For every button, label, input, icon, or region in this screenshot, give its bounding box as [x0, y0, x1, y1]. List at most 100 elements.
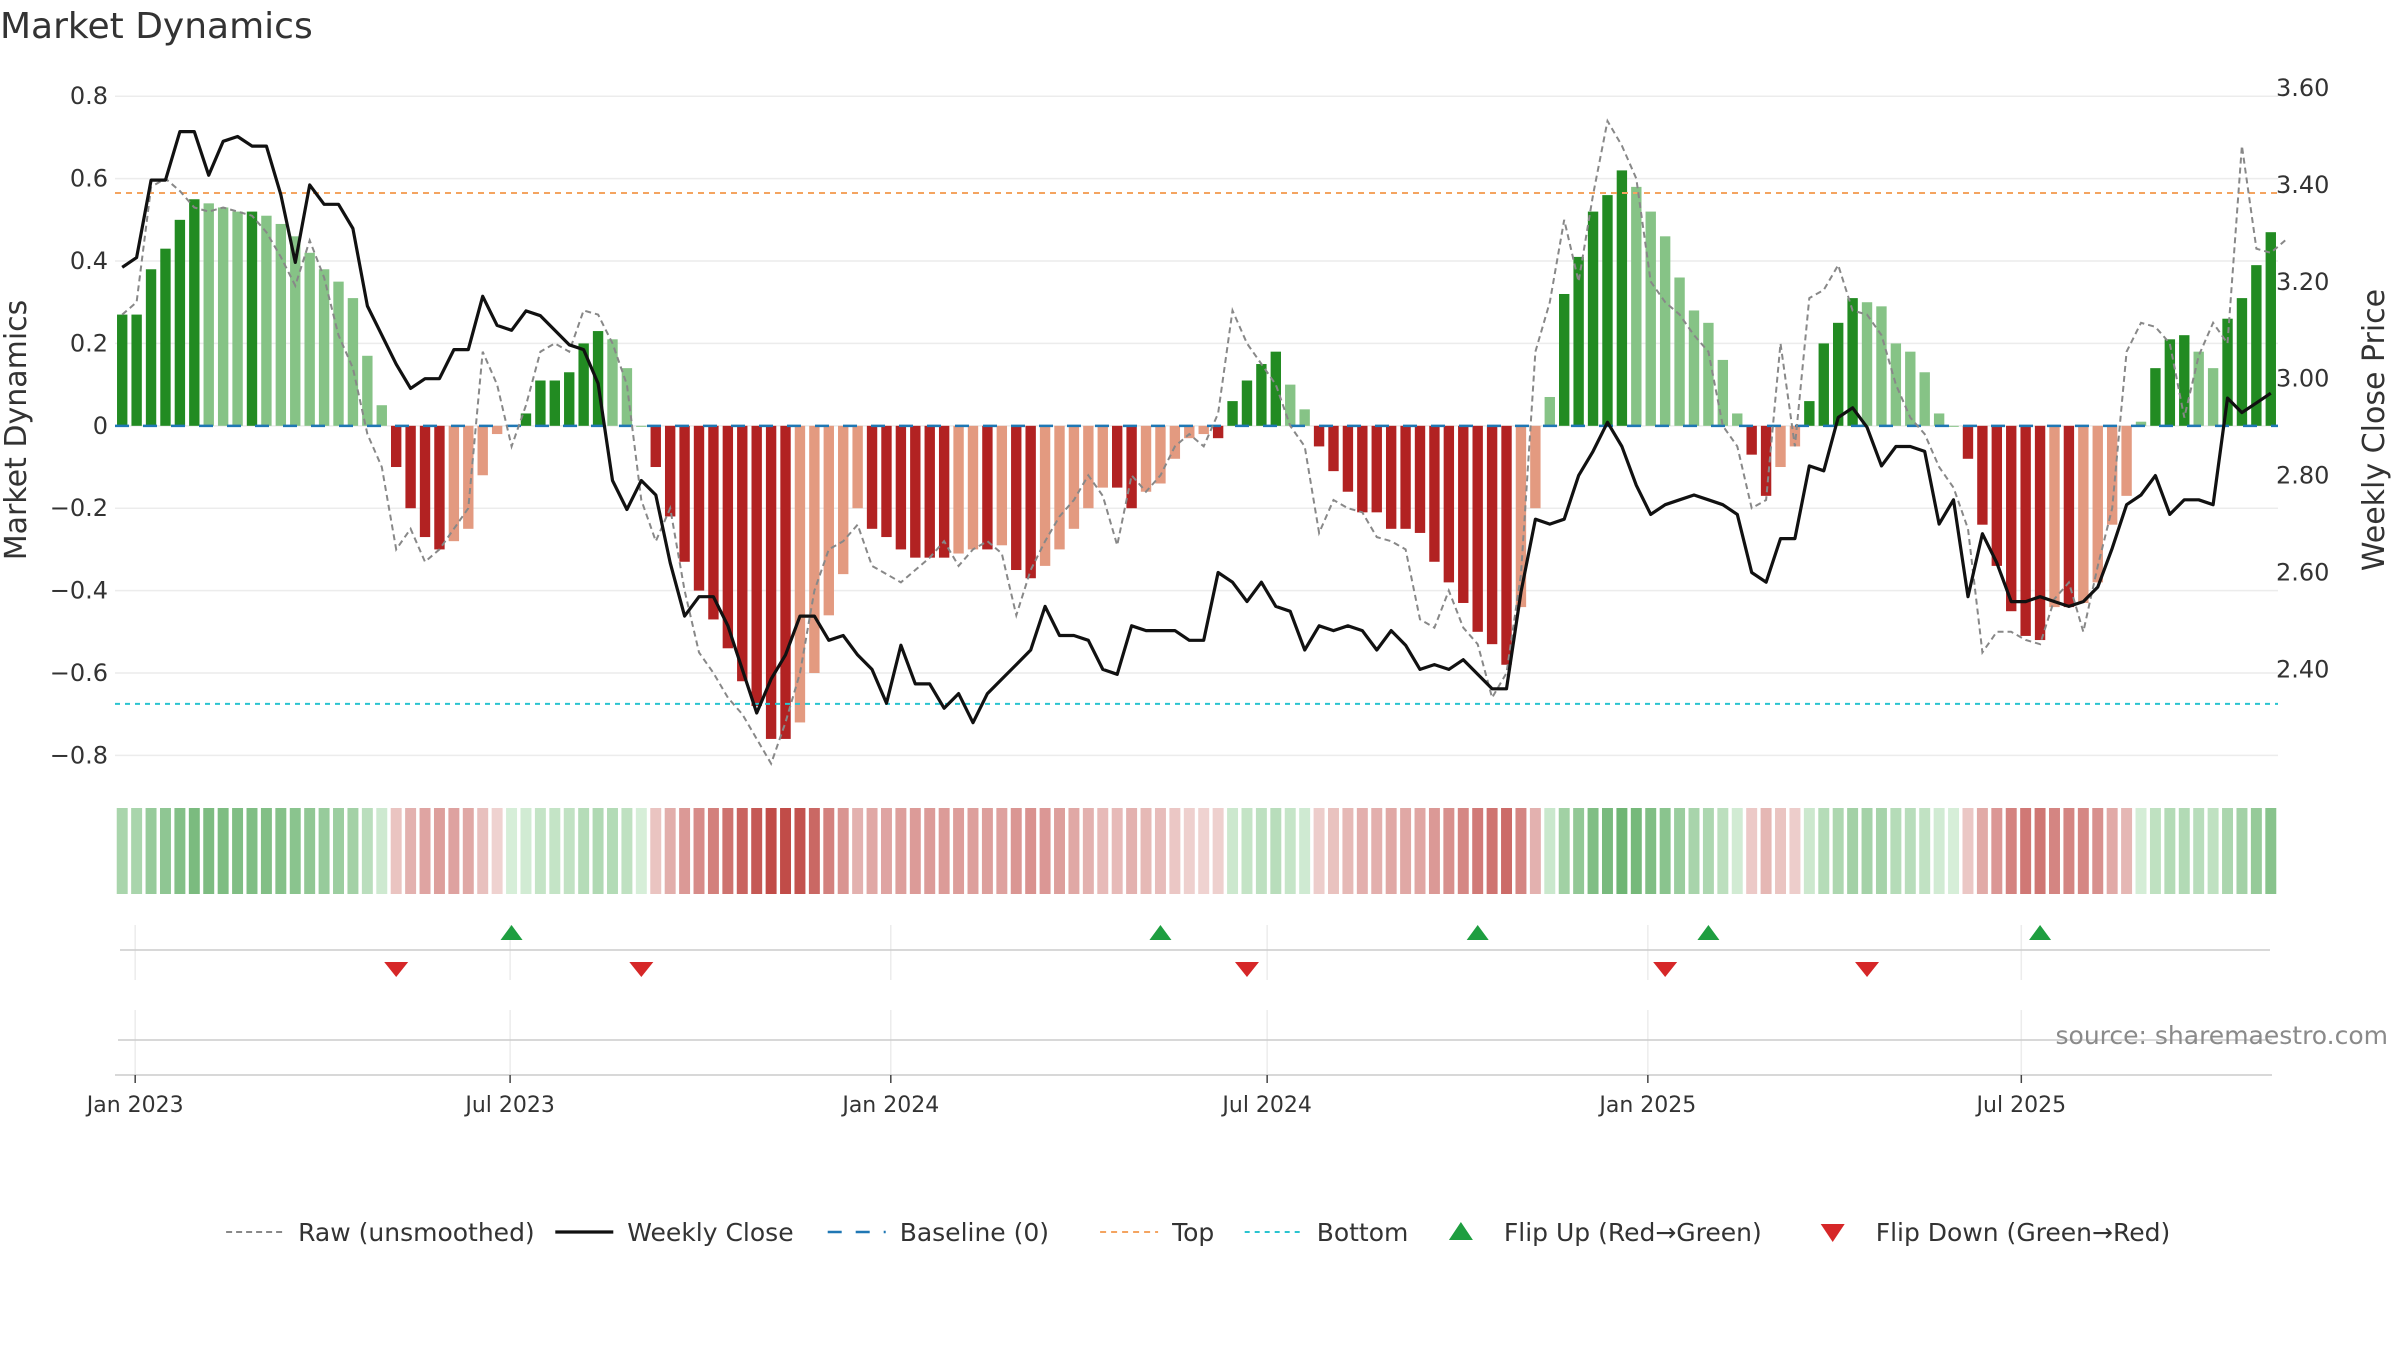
bar-week-18 — [376, 405, 387, 426]
regime-cell-week-22 — [433, 808, 445, 894]
regime-cell-week-5 — [188, 808, 200, 894]
regime-cell-week-68 — [1097, 808, 1109, 894]
regime-cell-week-123 — [1890, 808, 1902, 894]
chart-title: Market Dynamics — [0, 6, 313, 47]
y-left-tick-label-6: −0.4 — [50, 577, 108, 605]
bar-week-28 — [520, 413, 532, 426]
regime-cell-week-129 — [1976, 808, 1988, 894]
bar-week-68 — [1097, 425, 1108, 488]
regime-cell-week-35 — [621, 808, 633, 894]
x-tick-label-2: Jan 2024 — [840, 1093, 939, 1118]
regime-cell-week-84 — [1328, 808, 1339, 894]
regime-cell-week-95 — [1486, 808, 1498, 894]
regime-cell-week-70 — [1126, 808, 1138, 894]
regime-cell-week-41 — [707, 808, 719, 894]
bar-week-10 — [261, 215, 272, 426]
regime-cell-week-72 — [1154, 808, 1166, 894]
bar-week-53 — [881, 425, 892, 538]
regime-cell-week-79 — [1255, 808, 1267, 894]
regime-cell-week-37 — [650, 808, 662, 894]
bar-week-60 — [982, 425, 993, 550]
regime-cell-week-66 — [1068, 808, 1080, 894]
regime-cell-week-9 — [246, 808, 258, 894]
regime-cell-week-109 — [1688, 808, 1700, 894]
regime-cell-week-86 — [1356, 808, 1368, 894]
regime-cell-week-143 — [2178, 808, 2190, 894]
regime-cell-week-3 — [159, 808, 171, 894]
y-left-tick-label-3: 0.2 — [70, 329, 108, 357]
legend-label-6: Flip Down (Green→Red) — [1876, 1218, 2171, 1247]
regime-cell-week-33 — [592, 808, 604, 894]
y-left-tick-label-8: −0.8 — [50, 741, 108, 769]
regime-cell-week-40 — [693, 808, 705, 894]
regime-cell-week-64 — [1039, 808, 1051, 894]
regime-cell-week-93 — [1457, 808, 1469, 894]
bar-week-50 — [838, 425, 849, 575]
regime-cell-week-119 — [1832, 808, 1844, 894]
bar-week-76 — [1212, 425, 1224, 439]
y-right-tick-label-5: 2.60 — [2276, 559, 2329, 587]
flip-up-marker-2 — [1466, 925, 1489, 940]
bar-week-67 — [1083, 425, 1094, 509]
legend-label-3: Top — [1171, 1218, 1214, 1247]
bar-week-123 — [1890, 343, 1902, 426]
regime-cell-week-1 — [131, 808, 143, 894]
y-left-tick-label-0: 0.8 — [70, 82, 108, 110]
bar-week-81 — [1285, 384, 1296, 426]
regime-cell-week-48 — [808, 808, 820, 894]
regime-cell-week-138 — [2106, 808, 2118, 894]
bar-week-88 — [1385, 425, 1397, 529]
bar-week-5 — [189, 199, 200, 426]
regime-cell-week-127 — [1948, 808, 1960, 894]
bar-week-144 — [2193, 351, 2204, 426]
regime-cell-week-145 — [2207, 808, 2219, 894]
regime-cell-week-134 — [2049, 808, 2060, 894]
bar-week-51 — [852, 425, 863, 509]
bar-week-93 — [1458, 425, 1469, 603]
bar-week-124 — [1905, 351, 1916, 426]
bar-week-83 — [1313, 425, 1325, 447]
legend-label-1: Weekly Close — [627, 1218, 793, 1247]
bar-week-59 — [967, 425, 979, 550]
regime-cell-week-99 — [1544, 808, 1556, 894]
regime-cell-week-142 — [2164, 808, 2176, 894]
regime-cell-week-42 — [722, 808, 734, 894]
y-left-tick-label-5: −0.2 — [50, 494, 108, 522]
regime-cell-week-32 — [578, 808, 590, 894]
bar-week-127 — [1948, 425, 1959, 427]
bar-week-114 — [1760, 425, 1772, 496]
bar-week-110 — [1703, 322, 1714, 426]
y-axis-ticks: 0.8 0.6 0.4 0.2 0 −0.2 −0.4 −0.6 −0.8 3.60 3.40 3.2… — [50, 74, 2330, 769]
regime-cell-week-57 — [938, 808, 950, 894]
bar-week-16 — [347, 298, 359, 426]
regime-cell-week-43 — [736, 808, 748, 894]
bar-week-40 — [693, 425, 705, 591]
regime-cell-week-65 — [1054, 808, 1065, 894]
bar-week-106 — [1645, 211, 1656, 426]
bar-week-96 — [1501, 425, 1512, 665]
flip-down-marker-3 — [1653, 962, 1678, 977]
bar-week-142 — [2164, 339, 2176, 426]
regime-cell-week-12 — [289, 808, 301, 894]
bar-week-104 — [1616, 170, 1628, 426]
regime-cell-week-46 — [780, 808, 792, 894]
bar-week-58 — [953, 425, 964, 554]
bar-week-29 — [535, 380, 546, 426]
regime-cell-week-31 — [563, 808, 575, 894]
regime-cell-week-62 — [1010, 808, 1022, 894]
x-tick-label-0: Jan 2023 — [85, 1093, 184, 1118]
bar-week-147 — [2236, 298, 2248, 426]
regime-cell-week-136 — [2077, 808, 2089, 894]
regime-cell-week-69 — [1111, 808, 1123, 894]
bar-week-136 — [2078, 425, 2089, 603]
regime-cell-week-63 — [1025, 808, 1037, 894]
regime-cell-week-0 — [116, 808, 128, 894]
regime-cell-week-61 — [996, 808, 1008, 894]
bar-week-0 — [117, 314, 128, 426]
regime-strip — [116, 808, 2277, 894]
regime-cell-week-4 — [174, 808, 186, 894]
regime-cell-week-26 — [491, 808, 503, 894]
regime-cell-week-29 — [534, 808, 546, 894]
bar-week-119 — [1832, 322, 1844, 426]
